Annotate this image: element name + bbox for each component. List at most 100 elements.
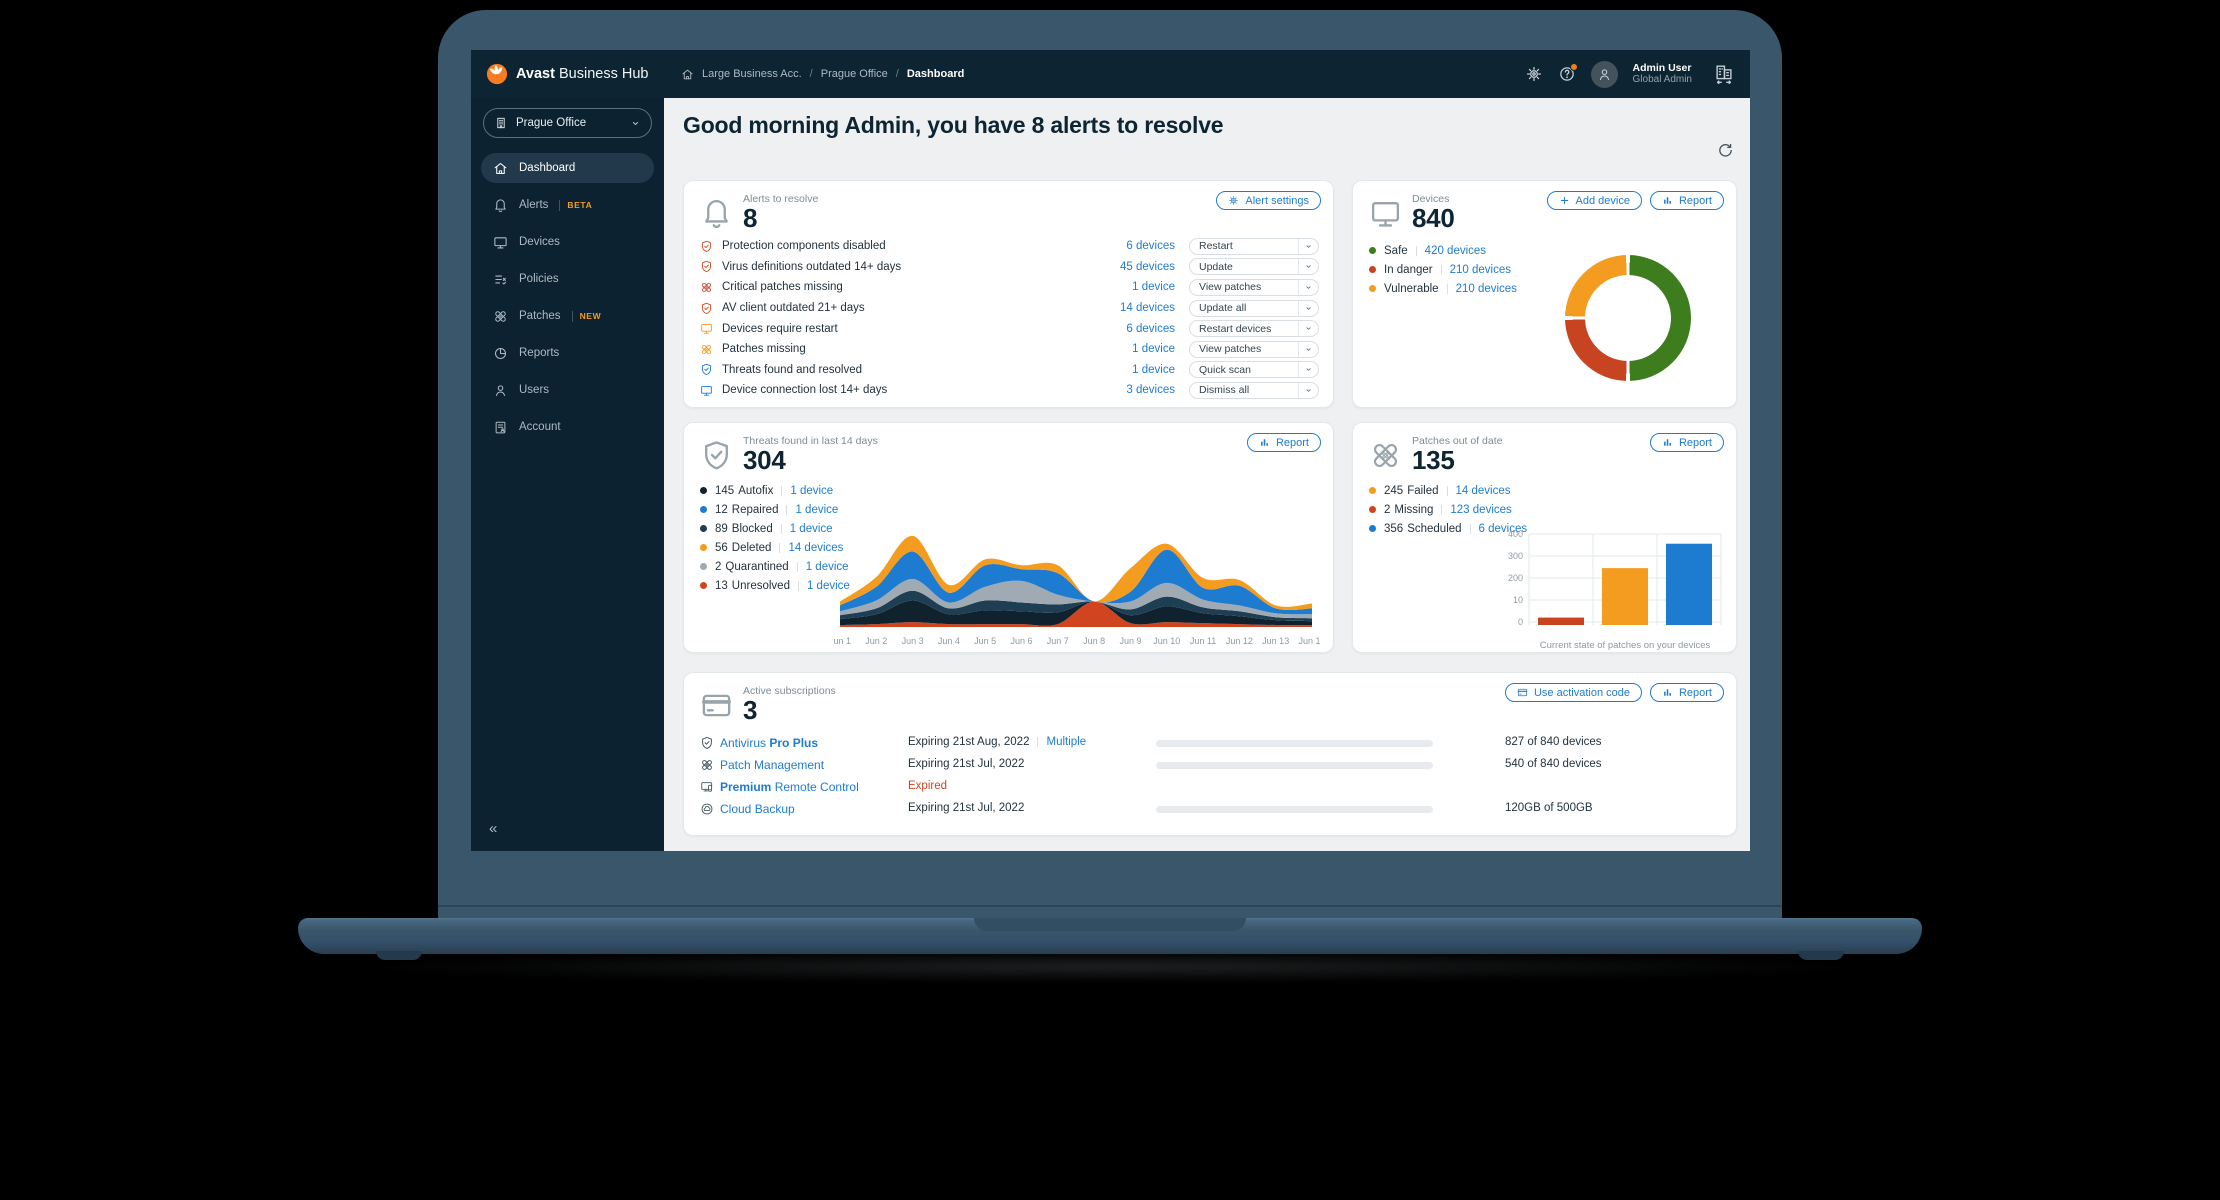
alert-settings-button[interactable]: Alert settings (1216, 191, 1321, 210)
alert-action-select[interactable]: View patches (1189, 278, 1319, 296)
add-device-button[interactable]: Add device (1546, 191, 1642, 210)
breadcrumb-item-office[interactable]: Prague Office (820, 68, 888, 80)
alert-action-select[interactable]: Restart devices (1189, 320, 1319, 338)
chevron-down-icon (1298, 321, 1318, 337)
subscription-rows: Antivirus Pro Plus Expiring 21st Aug, 20… (700, 733, 1720, 821)
refresh-button[interactable] (1717, 142, 1734, 159)
brand-bold: Avast (516, 66, 555, 82)
sidebar-item-reports[interactable]: Reports (481, 338, 654, 368)
help-button[interactable] (1558, 63, 1578, 83)
breadcrumb-separator: / (809, 68, 813, 80)
legend-count-link[interactable]: 210 devices (1455, 282, 1517, 295)
subscription-name-link[interactable]: Antivirus Pro Plus (720, 736, 819, 750)
report-button[interactable]: Report (1649, 683, 1724, 702)
devices-donut-chart (1565, 255, 1691, 381)
threats-card: Threats found in last 14 days 304 Report… (683, 422, 1334, 653)
breadcrumb-item-current[interactable]: Dashboard (906, 68, 965, 80)
legend-label: In danger (1384, 263, 1433, 276)
alert-device-count-link[interactable]: 6 devices (1126, 240, 1175, 253)
legend-count-link[interactable]: 1 device (790, 484, 834, 497)
legend-count-link[interactable]: 1 device (805, 560, 849, 573)
home-icon (681, 68, 694, 81)
subscription-name-link[interactable]: Premium Remote Control (720, 780, 859, 794)
report-button[interactable]: Report (1246, 433, 1321, 452)
legend-dot (1369, 487, 1376, 494)
legend-count-link[interactable]: 210 devices (1449, 263, 1511, 276)
legend-count-link[interactable]: 123 devices (1450, 503, 1512, 516)
legend-count-link[interactable]: 14 devices (1455, 484, 1511, 497)
legend-count-link[interactable]: 1 device (795, 503, 839, 516)
legend-count-link[interactable]: 420 devices (1424, 244, 1487, 257)
shield-check-icon (700, 260, 713, 273)
topbar: Avast Business Hub Large Business Acc. /… (471, 50, 1750, 98)
sidebar-item-label: Account (519, 421, 561, 433)
legend-value: 13 (715, 579, 728, 592)
alerts-card-header: Alerts to resolve 8 (700, 193, 818, 232)
policies-icon (493, 272, 508, 287)
alert-action-select[interactable]: Update all (1189, 299, 1319, 317)
patches-card-header: Patches out of date 135 (1369, 435, 1502, 474)
alert-device-count-link[interactable]: 1 device (1132, 363, 1175, 376)
sidebar-item-dashboard[interactable]: Dashboard (481, 153, 654, 183)
sidebar-item-account[interactable]: Account (481, 412, 654, 442)
legend-count-link[interactable]: 14 devices (788, 541, 844, 554)
alert-device-count-link[interactable]: 3 devices (1126, 384, 1175, 397)
avatar[interactable] (1590, 60, 1618, 88)
home-icon (493, 161, 508, 176)
sidebar-item-users[interactable]: Users (481, 375, 654, 405)
legend-value: 356 (1384, 522, 1404, 535)
alert-label: Threats found and resolved (722, 363, 863, 376)
report-button[interactable]: Report (1649, 433, 1724, 452)
subscription-progress (1156, 762, 1433, 769)
laptop-foot (376, 951, 422, 960)
legend-label: Quarantined (725, 560, 789, 573)
legend-count-link[interactable]: 6 devices (1478, 522, 1528, 535)
location-selector[interactable]: Prague Office (483, 108, 652, 138)
sidebar-collapse-button[interactable]: « (489, 820, 498, 837)
sidebar-nav: Dashboard Alerts BETA Devices Policies Pa… (471, 153, 664, 442)
alert-label: Device connection lost 14+ days (722, 384, 888, 397)
legend-label: Autofix (738, 484, 774, 497)
alert-device-count-link[interactable]: 45 devices (1120, 260, 1175, 273)
subscription-name-link[interactable]: Patch Management (720, 758, 825, 772)
breadcrumb-item-account[interactable]: Large Business Acc. (702, 68, 802, 80)
legend-count-link[interactable]: 1 device (789, 522, 833, 535)
legend-label: Scheduled (1407, 522, 1462, 535)
alert-device-count-link[interactable]: 1 device (1132, 343, 1175, 356)
badge-beta: BETA (559, 199, 592, 211)
sidebar-item-label: Patches (519, 310, 561, 322)
alert-row: AV client outdated 21+ days 14 devices Upd… (700, 298, 1319, 319)
svg-text:Jun 1: Jun 1 (834, 636, 851, 646)
legend-label: Failed (1407, 484, 1439, 497)
bandaid-icon (700, 343, 713, 356)
alert-device-count-link[interactable]: 6 devices (1126, 322, 1175, 335)
subscription-name-link[interactable]: Cloud Backup (720, 802, 795, 816)
alert-action-select[interactable]: Quick scan (1189, 361, 1319, 379)
settings-button[interactable] (1525, 65, 1543, 83)
multiple-link[interactable]: Multiple (1046, 736, 1087, 748)
legend-count-link[interactable]: 1 device (806, 579, 850, 592)
subscription-status: Expired (908, 780, 947, 792)
user-menu[interactable]: Admin User Global Admin (1633, 62, 1692, 86)
org-switcher-button[interactable] (1713, 63, 1735, 85)
shield-check-icon (700, 363, 713, 376)
alert-device-count-link[interactable]: 1 device (1132, 281, 1175, 294)
sidebar-item-patches[interactable]: Patches NEW (481, 301, 654, 331)
sidebar-item-alerts[interactable]: Alerts BETA (481, 190, 654, 220)
app-logo: Avast Business Hub (471, 63, 681, 85)
report-button[interactable]: Report (1649, 191, 1724, 210)
use-activation-code-button[interactable]: Use activation code (1504, 683, 1642, 702)
legend-label: Unresolved (731, 579, 790, 592)
alert-action-select[interactable]: Dismiss all (1189, 381, 1319, 399)
sidebar-item-label: Alerts (519, 199, 549, 211)
svg-text:Jun 4: Jun 4 (938, 636, 960, 646)
pie-icon (493, 346, 508, 361)
bar-chart-icon (1662, 195, 1673, 206)
sidebar-item-policies[interactable]: Policies (481, 264, 654, 294)
alert-action-select[interactable]: View patches (1189, 340, 1319, 358)
alert-action-select[interactable]: Restart (1189, 237, 1319, 255)
alert-action-select[interactable]: Update (1189, 258, 1319, 276)
legend-label: Vulnerable (1384, 282, 1439, 295)
alert-device-count-link[interactable]: 14 devices (1120, 302, 1175, 315)
sidebar-item-devices[interactable]: Devices (481, 227, 654, 257)
